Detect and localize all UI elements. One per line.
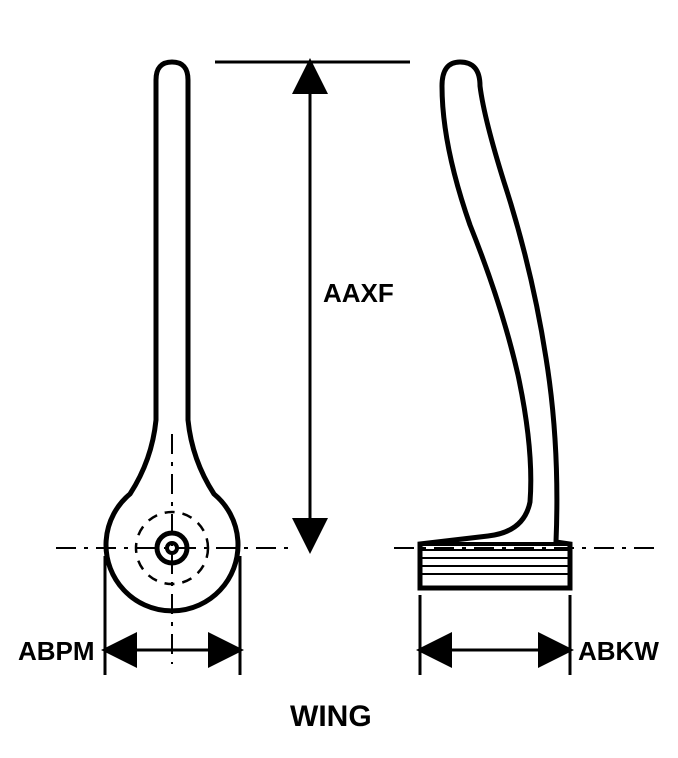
- abkw-label: ABKW: [578, 636, 659, 667]
- dimension-abkw: [420, 595, 570, 675]
- technical-drawing-svg: [0, 0, 678, 758]
- side-view: [394, 62, 656, 588]
- diagram-canvas: AAXF ABPM ABKW WING: [0, 0, 678, 758]
- aaxf-label: AAXF: [323, 278, 394, 309]
- side-outline: [420, 62, 570, 588]
- diagram-title: WING: [290, 700, 372, 734]
- abpm-label: ABPM: [18, 636, 95, 667]
- front-view: [56, 62, 290, 664]
